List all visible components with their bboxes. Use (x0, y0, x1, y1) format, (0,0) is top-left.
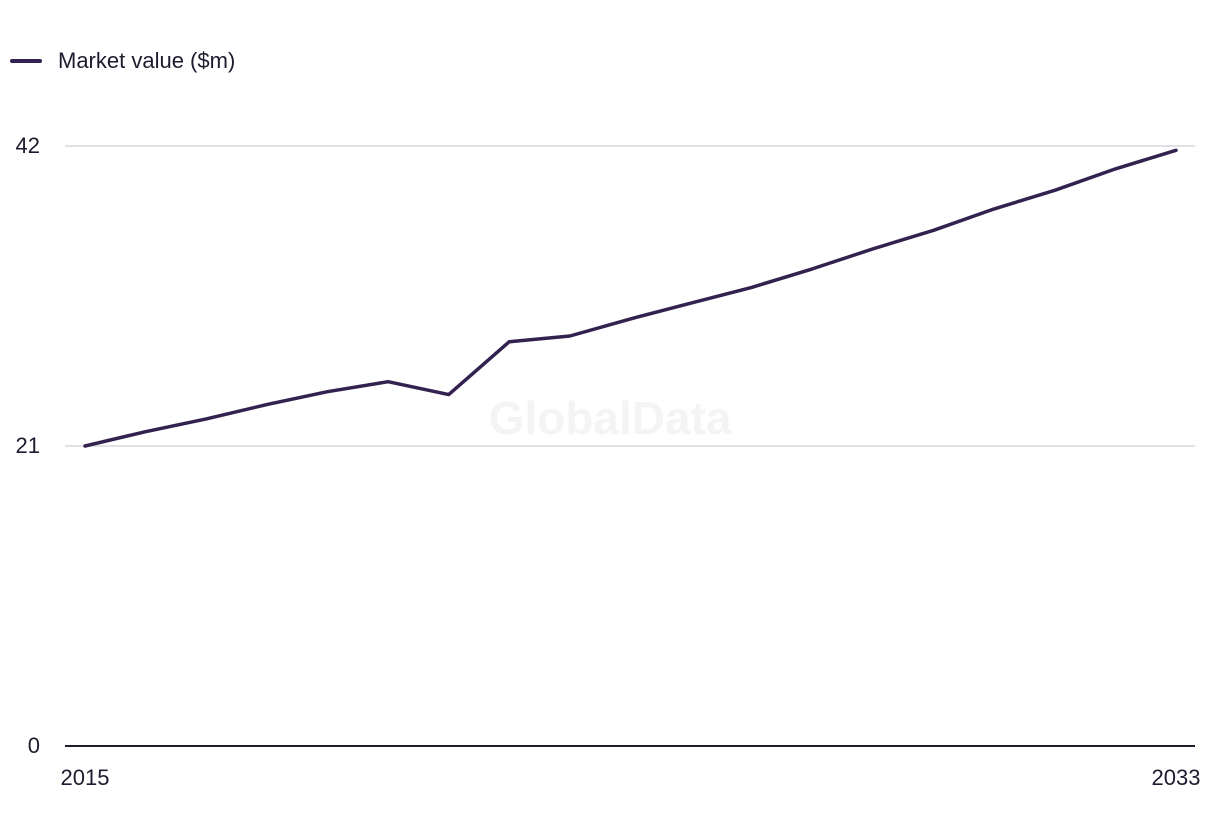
y-axis-ticks: 0 21 42 (16, 133, 40, 758)
x-tick-label-2015: 2015 (61, 765, 110, 790)
grid-layer (65, 145, 1195, 447)
x-tick-label-2033: 2033 (1152, 765, 1201, 790)
y-tick-label-0: 0 (28, 733, 40, 758)
series-line-market-value (83, 148, 1178, 448)
x-axis-ticks: 2015 2033 (61, 765, 1201, 790)
watermark: GlobalData (489, 392, 732, 444)
legend-label: Market value ($m) (58, 48, 236, 73)
legend-swatch (10, 59, 42, 63)
y-tick-label-42: 42 (16, 133, 40, 158)
y-tick-label-21: 21 (16, 433, 40, 458)
legend: Market value ($m) (10, 46, 235, 76)
